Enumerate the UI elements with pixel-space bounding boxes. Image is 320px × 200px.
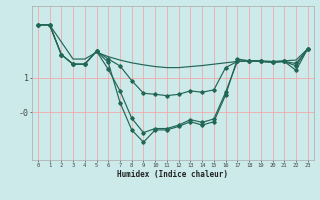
X-axis label: Humidex (Indice chaleur): Humidex (Indice chaleur) — [117, 170, 228, 179]
